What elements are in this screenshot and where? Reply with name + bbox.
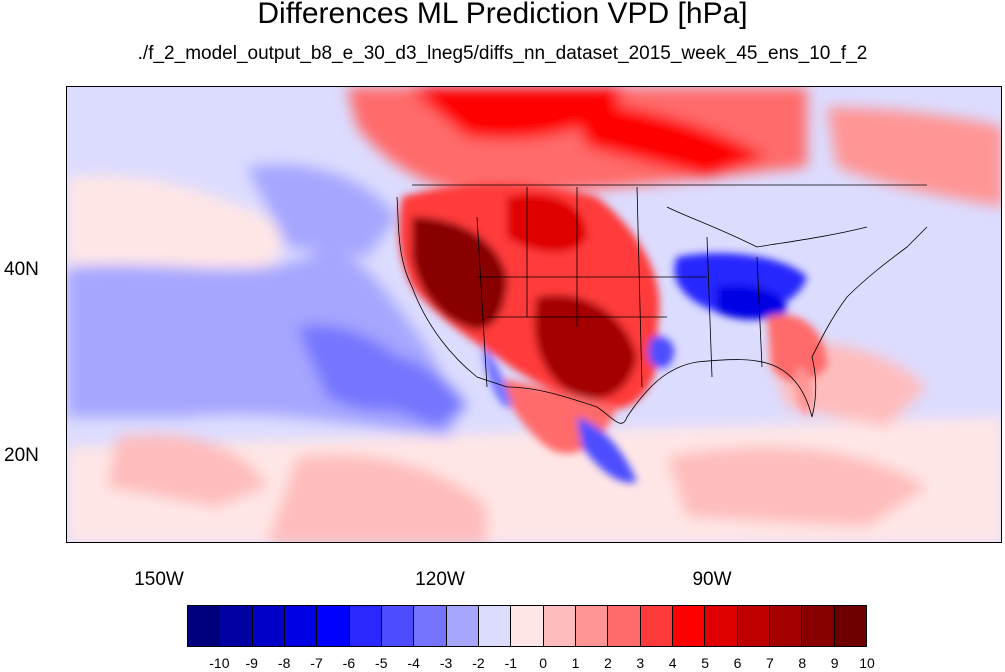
colorbar-label: -10 [209, 655, 230, 671]
colorbar-label: 5 [701, 655, 709, 671]
colorbar-swatch [575, 606, 609, 646]
colorbar-swatch [543, 606, 576, 646]
map-panel [66, 86, 1002, 543]
colorbar-swatch [802, 606, 835, 646]
colorbar-swatch [284, 606, 318, 646]
colorbar-label: -1 [504, 655, 518, 671]
colorbar-label: 7 [765, 655, 774, 671]
colorbar-swatch [834, 606, 866, 646]
colorbar-swatch [317, 606, 350, 646]
colorbar-label: 2 [604, 655, 612, 671]
colorbar-label: -4 [407, 655, 420, 671]
colorbar-label: -6 [342, 655, 356, 671]
colorbar-label: 3 [636, 655, 645, 671]
colorbar-swatch [220, 606, 253, 646]
colorbar [187, 605, 867, 647]
colorbar-label: -8 [277, 655, 291, 671]
colorbar-label: 10 [859, 655, 875, 671]
x-tick-label: 120W [415, 569, 465, 590]
colorbar-label: 9 [830, 655, 839, 671]
colorbar-swatch [381, 606, 415, 646]
colorbar-swatch [511, 606, 544, 646]
colorbar-label: -2 [472, 655, 485, 671]
colorbar-label: -7 [310, 655, 323, 671]
colorbar-swatch [737, 606, 770, 646]
chart-title: Differences ML Prediction VPD [hPa] [257, 0, 748, 30]
colorbar-swatch [446, 606, 479, 646]
colorbar-swatch [349, 606, 382, 646]
colorbar-label: 6 [733, 655, 742, 671]
colorbar-label: 8 [798, 655, 807, 671]
y-tick-label: 40N [4, 259, 39, 280]
colorbar-swatch [414, 606, 447, 646]
boundaries [396, 184, 928, 424]
colorbar-label: 4 [668, 655, 677, 671]
chart-subtitle: ./f_2_model_output_b8_e_30_d3_lneg5/diff… [137, 43, 868, 64]
vpd-difference-map [67, 87, 1001, 542]
colorbar-swatch [478, 606, 512, 646]
colorbar-swatch [252, 606, 285, 646]
colorbar-label: 0 [539, 655, 548, 671]
colorbar-swatch [672, 606, 706, 646]
field-broad [67, 87, 1001, 542]
x-tick-label: 90W [692, 569, 732, 590]
colorbar-label: -9 [245, 655, 258, 671]
y-tick-label: 20N [4, 445, 39, 466]
x-tick-label: 150W [134, 569, 184, 590]
colorbar-swatch [188, 606, 221, 646]
colorbar-swatch [640, 606, 673, 646]
colorbar-swatch [769, 606, 803, 646]
colorbar-label: -5 [375, 655, 388, 671]
field-us [399, 183, 827, 483]
colorbar-swatch [608, 606, 641, 646]
colorbar-label: 1 [571, 655, 580, 671]
colorbar-label: -3 [439, 655, 453, 671]
colorbar-swatch [705, 606, 738, 646]
